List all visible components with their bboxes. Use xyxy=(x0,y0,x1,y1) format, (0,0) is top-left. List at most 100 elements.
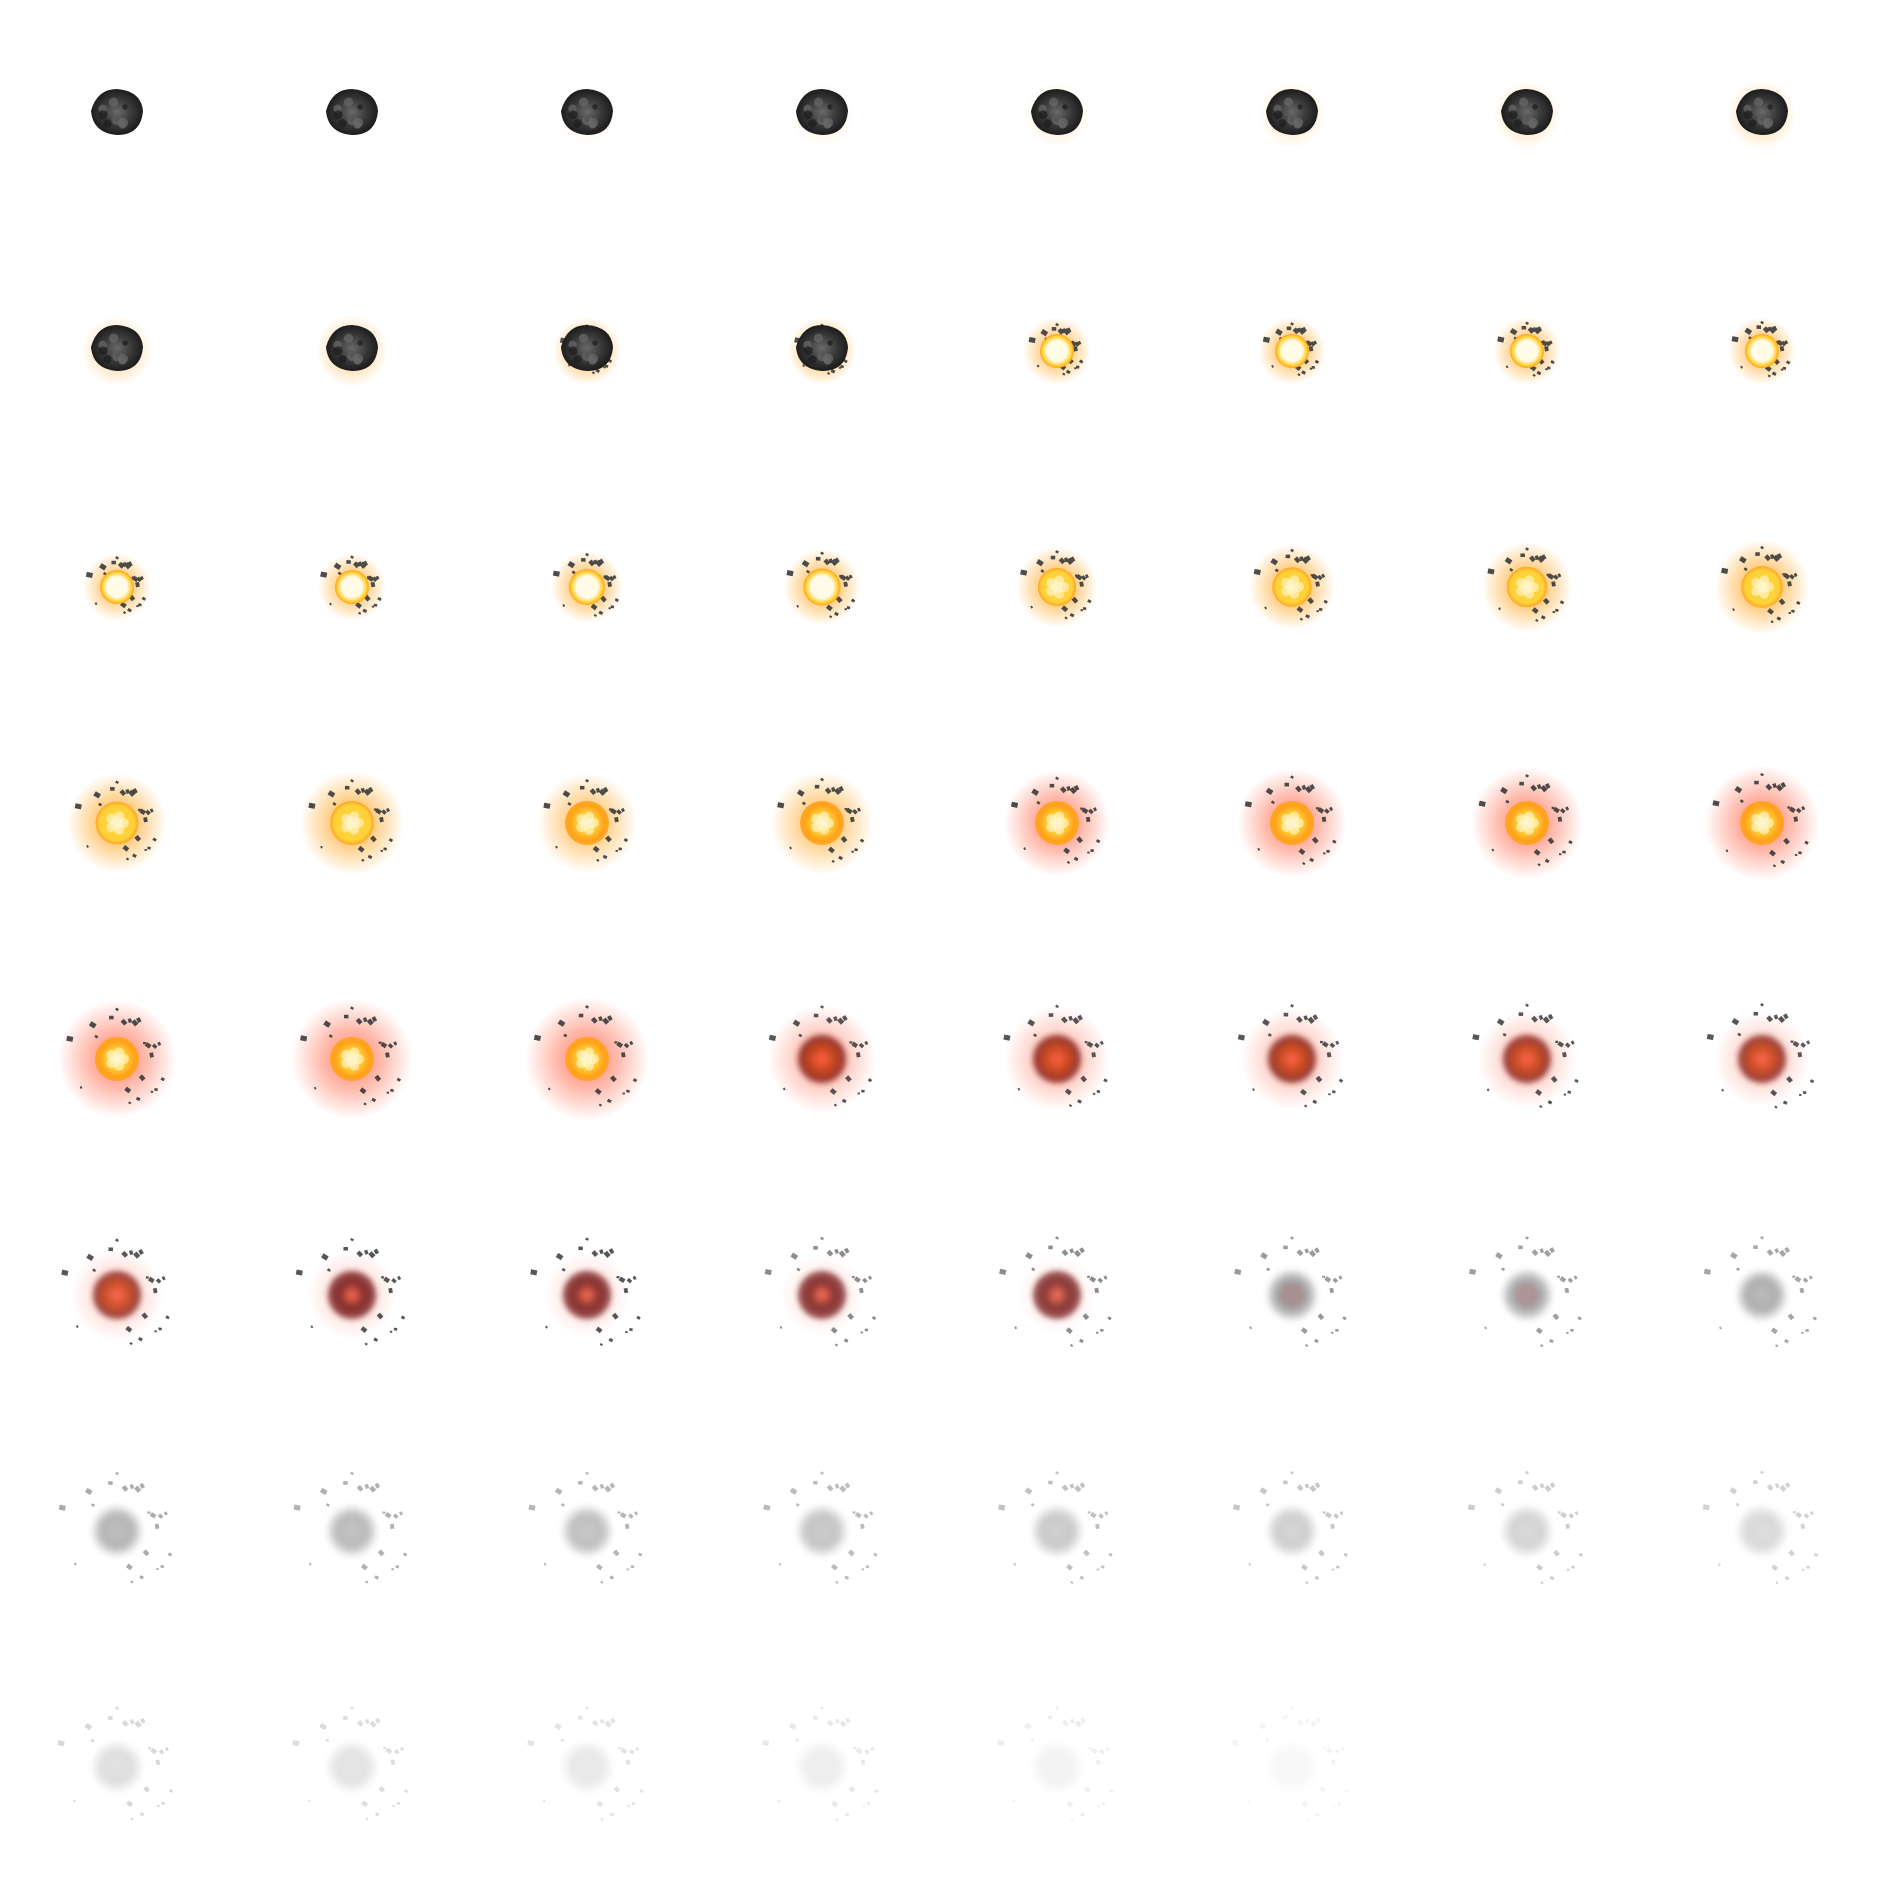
debris-chunk xyxy=(638,1552,643,1557)
debris-chunk xyxy=(1771,371,1777,376)
debris-chunk xyxy=(1802,1568,1805,1571)
debris-chunk xyxy=(1326,1052,1332,1058)
sprite-frame xyxy=(705,944,940,1180)
debris-chunk xyxy=(1504,557,1513,565)
debris-chunk xyxy=(607,581,612,588)
debris-chunk xyxy=(391,1277,397,1284)
explosion-frame-graphic xyxy=(783,548,861,626)
debris-chunk xyxy=(598,1016,603,1022)
debris-chunk xyxy=(625,1331,628,1334)
debris-chunk xyxy=(1547,1013,1554,1020)
debris-chunk xyxy=(1025,1252,1033,1260)
debris-chunk xyxy=(139,808,147,815)
ember-core xyxy=(1268,1035,1316,1083)
debris-chunk xyxy=(1788,1549,1796,1557)
debris-chunk xyxy=(1307,1016,1315,1024)
debris-chunk xyxy=(802,364,805,368)
debris-chunk xyxy=(85,571,94,579)
debris-chunk xyxy=(326,1268,331,1272)
debris-chunk xyxy=(1080,609,1083,612)
debris-chunk xyxy=(1502,1032,1507,1037)
sprite-frame xyxy=(1175,708,1410,944)
debris-chunk xyxy=(1570,1040,1575,1045)
fireball-core xyxy=(800,801,844,845)
debris-chunk xyxy=(1336,1802,1341,1806)
debris-chunk xyxy=(164,1746,169,1752)
debris-chunk xyxy=(391,1568,394,1571)
debris-chunk xyxy=(1540,1344,1544,1348)
debris-chunk xyxy=(1314,359,1320,364)
debris-chunk xyxy=(864,1040,869,1046)
asteroid-rock xyxy=(1501,89,1553,135)
debris-cluster xyxy=(1253,548,1328,621)
debris-chunk xyxy=(1099,1040,1104,1046)
debris-chunk xyxy=(367,575,375,582)
debris-chunk xyxy=(333,562,342,570)
debris-chunk xyxy=(1531,1015,1538,1023)
smoke-puff xyxy=(1736,1269,1788,1321)
debris-chunk xyxy=(1553,574,1559,580)
debris-chunk xyxy=(616,1041,624,1048)
debris-chunk xyxy=(1557,1511,1561,1514)
debris-chunk xyxy=(1519,781,1524,786)
debris-chunk xyxy=(1292,327,1300,335)
asteroid-rock xyxy=(561,89,613,135)
debris-chunk xyxy=(1792,1275,1796,1278)
debris-chunk xyxy=(612,1549,620,1557)
debris-chunk xyxy=(1766,1484,1774,1492)
debris-chunk xyxy=(1017,1087,1021,1091)
debris-chunk xyxy=(1335,1565,1340,1569)
debris-chunk xyxy=(1788,611,1791,615)
debris-chunk xyxy=(129,1483,135,1490)
debris-chunk xyxy=(1779,345,1785,352)
debris-chunk xyxy=(844,608,847,611)
debris-chunk xyxy=(813,1013,819,1018)
debris-chunk xyxy=(1305,340,1313,347)
debris-chunk xyxy=(1297,373,1301,377)
debris-chunk xyxy=(614,816,619,823)
debris-chunk xyxy=(1048,1480,1053,1485)
debris-chunk xyxy=(320,845,323,849)
sprite-frame xyxy=(1645,236,1880,472)
debris-chunk xyxy=(1532,373,1536,377)
debris-chunk xyxy=(1290,1705,1294,1710)
debris-chunk xyxy=(367,854,373,860)
explosion-frame-graphic xyxy=(530,1237,641,1347)
debris-chunk xyxy=(1509,328,1518,336)
explosion-frame-graphic xyxy=(295,1237,406,1346)
debris-chunk xyxy=(1535,618,1539,623)
debris-chunk xyxy=(1304,1343,1309,1348)
debris-chunk xyxy=(1498,607,1501,611)
debris-chunk xyxy=(1754,780,1759,785)
debris-chunk xyxy=(1525,1236,1529,1240)
debris-chunk xyxy=(381,1276,385,1279)
debris-cluster xyxy=(764,1236,877,1347)
debris-chunk xyxy=(848,1786,856,1793)
explosion-frame-graphic xyxy=(321,84,383,146)
sprite-frame xyxy=(1175,472,1410,708)
debris-chunk xyxy=(343,1246,348,1251)
debris-chunk xyxy=(815,556,821,561)
debris-chunk xyxy=(1299,617,1304,621)
debris-chunk xyxy=(1518,1245,1523,1250)
debris-cluster xyxy=(543,779,629,862)
debris-chunk xyxy=(1036,364,1040,368)
debris-cluster xyxy=(1010,776,1101,865)
explosion-frame-graphic xyxy=(553,317,621,385)
debris-chunk xyxy=(1573,1275,1578,1280)
debris-chunk xyxy=(859,1287,864,1294)
ember-core xyxy=(1738,1035,1786,1083)
debris-chunk xyxy=(1557,573,1562,578)
debris-chunk xyxy=(380,1041,388,1049)
smoke-puff xyxy=(1031,1741,1083,1793)
debris-chunk xyxy=(125,1325,133,1333)
debris-chunk xyxy=(764,1269,772,1276)
debris-chunk xyxy=(620,1052,626,1058)
debris-chunk xyxy=(1247,1799,1251,1803)
debris-chunk xyxy=(853,1276,861,1283)
debris-chunk xyxy=(1564,1042,1571,1048)
debris-chunk xyxy=(308,1562,312,1566)
debris-chunk xyxy=(1109,1789,1114,1794)
debris-chunk xyxy=(598,788,606,796)
debris-chunk xyxy=(147,1511,151,1514)
